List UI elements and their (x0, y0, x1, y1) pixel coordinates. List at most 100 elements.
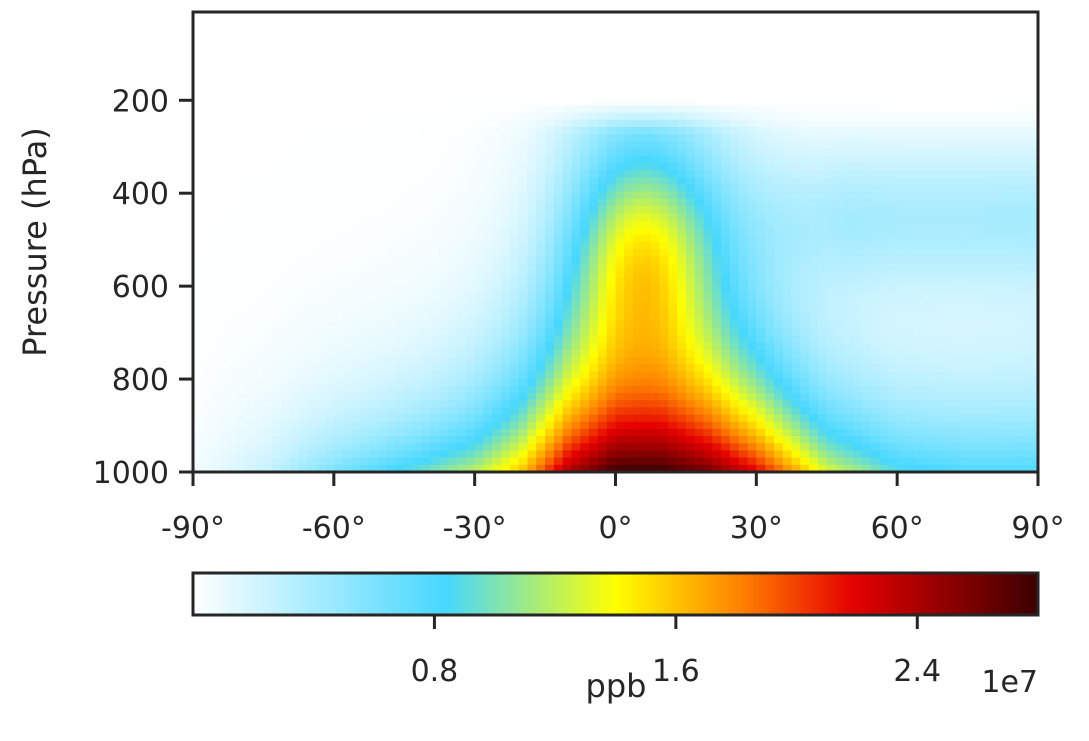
heatmap-cell (861, 421, 872, 430)
heatmap-cell (272, 227, 282, 236)
heatmap-cell (307, 335, 317, 344)
heatmap-cell (474, 47, 485, 56)
heatmap-cell (448, 292, 458, 301)
heatmap-cell (580, 249, 590, 257)
heatmap-cell (826, 119, 837, 128)
heatmap-cell (201, 127, 212, 135)
heatmap-cell (756, 105, 766, 114)
heatmap-cell (448, 170, 458, 178)
heatmap-cell (210, 170, 220, 178)
heatmap-cell (263, 220, 273, 229)
heatmap-cell (606, 299, 617, 308)
heatmap-cell (360, 385, 370, 394)
heatmap-cell (650, 162, 661, 171)
heatmap-cell (685, 184, 696, 193)
heatmap-cell (853, 134, 863, 142)
heatmap-cell (430, 148, 441, 157)
heatmap-cell (325, 371, 335, 380)
heatmap-cell (404, 170, 414, 178)
heatmap-cell (316, 26, 326, 35)
heatmap-cell (773, 371, 784, 380)
heatmap-cell (430, 313, 441, 322)
heatmap-cell (606, 436, 617, 444)
heatmap-cell (809, 457, 819, 466)
heatmap-cell (817, 26, 828, 35)
heatmap-cell (685, 364, 696, 372)
heatmap-cell (606, 62, 617, 71)
heatmap-cell (483, 141, 493, 150)
heatmap-cell (193, 378, 203, 387)
heatmap-cell (545, 220, 555, 229)
heatmap-cell (650, 33, 661, 42)
heatmap-cell (254, 91, 265, 99)
heatmap-cell (386, 83, 397, 92)
heatmap-cell (562, 436, 573, 444)
heatmap-cell (509, 342, 520, 351)
heatmap-cell (281, 292, 291, 301)
heatmap-cell (615, 198, 625, 207)
heatmap-cell (580, 198, 590, 207)
heatmap-cell (606, 40, 617, 49)
heatmap-cell (729, 407, 740, 416)
heatmap-cell (201, 119, 212, 128)
heatmap-cell (360, 191, 370, 200)
heatmap-cell (694, 98, 705, 107)
heatmap-cell (773, 170, 784, 178)
heatmap-cell (747, 421, 757, 430)
heatmap-cell (844, 119, 854, 128)
heatmap-cell (193, 392, 203, 401)
heatmap-cell (316, 184, 326, 193)
heatmap-cell (518, 76, 529, 85)
heatmap-cell (791, 191, 801, 200)
heatmap-cell (386, 127, 397, 135)
heatmap-cell (615, 119, 625, 128)
heatmap-cell (571, 249, 581, 257)
heatmap-cell (201, 464, 212, 473)
heatmap-cell (281, 270, 291, 279)
heatmap-cell (518, 26, 529, 35)
heatmap-cell (826, 457, 837, 466)
heatmap-cell (272, 112, 282, 121)
heatmap-cell (483, 227, 493, 236)
heatmap-cell (325, 26, 335, 35)
heatmap-cell (245, 198, 256, 207)
heatmap-cell (254, 55, 265, 63)
heatmap-cell (650, 464, 661, 473)
heatmap-cell (721, 414, 731, 423)
heatmap-cell (289, 112, 300, 121)
heatmap-cell (791, 299, 801, 308)
heatmap-cell (316, 47, 326, 56)
heatmap-cell (351, 436, 361, 444)
heatmap-cell (386, 414, 397, 423)
heatmap-cell (237, 170, 247, 178)
heatmap-cell (773, 436, 784, 444)
heatmap-cell (738, 450, 749, 459)
heatmap-cell (245, 313, 256, 322)
heatmap-cell (703, 392, 713, 401)
heatmap-cell (413, 119, 423, 128)
heatmap-cell (193, 98, 203, 107)
heatmap-cell (430, 407, 441, 416)
heatmap-cell (281, 328, 291, 337)
heatmap-cell (747, 371, 757, 380)
heatmap-cell (773, 256, 784, 265)
heatmap-cell (465, 112, 476, 121)
heatmap-cell (474, 249, 485, 257)
heatmap-cell (219, 242, 229, 250)
heatmap-cell (624, 400, 634, 408)
heatmap-cell (536, 141, 546, 150)
heatmap-cell (527, 385, 537, 394)
heatmap-cell (606, 385, 617, 394)
heatmap-cell (219, 47, 229, 56)
heatmap-cell (756, 414, 766, 423)
heatmap-cell (518, 148, 529, 157)
heatmap-cell (756, 364, 766, 372)
heatmap-cell (395, 198, 405, 207)
heatmap-cell (756, 292, 766, 301)
heatmap-cell (395, 349, 405, 358)
heatmap-cell (439, 213, 449, 222)
heatmap-cell (298, 177, 309, 186)
heatmap-cell (421, 392, 432, 401)
heatmap-cell (351, 277, 361, 286)
heatmap-cell (316, 285, 326, 293)
